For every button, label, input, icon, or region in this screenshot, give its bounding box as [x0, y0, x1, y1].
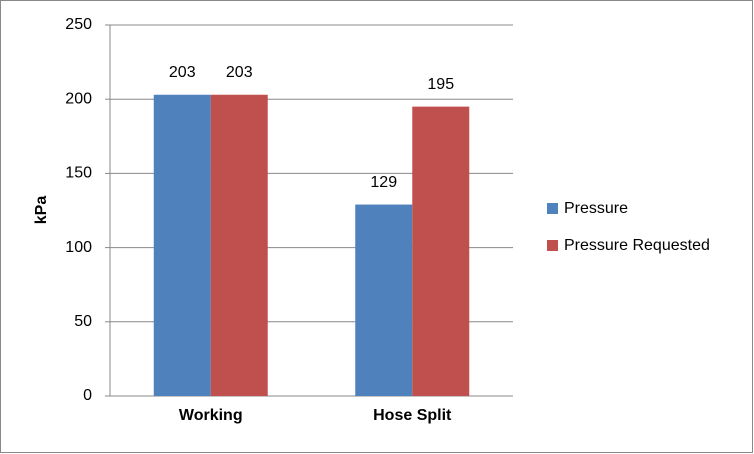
x-tick-label: Hose Split	[373, 407, 452, 424]
bar	[355, 204, 413, 396]
bar	[412, 106, 470, 397]
legend-label: Pressure	[564, 200, 628, 217]
y-tick-label: 200	[65, 90, 92, 107]
data-label: 203	[169, 64, 196, 81]
legend-label: Pressure Requested	[564, 237, 710, 254]
y-tick-label: 100	[65, 239, 92, 256]
y-tick-label: 150	[65, 165, 92, 182]
bar	[210, 94, 268, 397]
x-tick-label: Working	[179, 407, 243, 424]
y-tick-label: 250	[65, 16, 92, 33]
y-tick-label: 50	[74, 313, 92, 330]
data-label: 129	[370, 174, 397, 191]
legend-swatch	[547, 203, 558, 214]
data-label: 203	[226, 64, 253, 81]
y-tick-label: 0	[83, 387, 92, 404]
bar	[153, 94, 211, 397]
y-axis-label: kPa	[33, 196, 50, 225]
data-label: 195	[427, 76, 454, 93]
legend-swatch	[547, 240, 558, 251]
